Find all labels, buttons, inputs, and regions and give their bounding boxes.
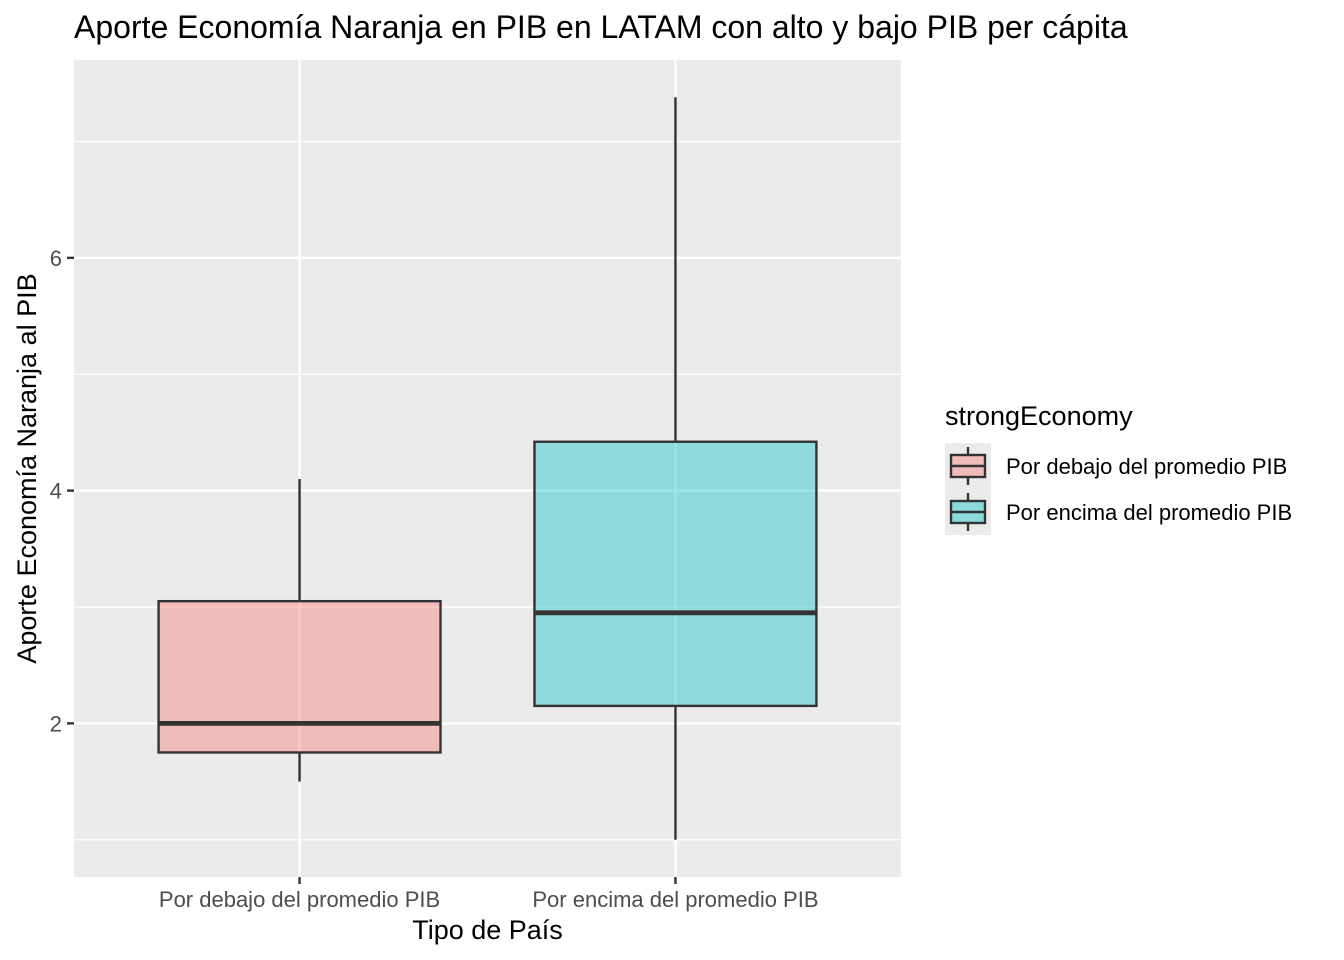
x-tick-label: Por debajo del promedio PIB [159, 887, 440, 912]
axes: 2 4 6 Por debajo del promedio PIB Por encima… [50, 246, 819, 912]
x-tick-label: Por encima del promedio PIB [532, 887, 818, 912]
box-2 [533, 97, 818, 840]
x-axis-title: Tipo de País [412, 915, 563, 945]
plot-panel [74, 60, 901, 877]
box-iqr [533, 440, 818, 708]
legend-item: Por encima del promedio PIB [945, 489, 1292, 535]
legend: strongEconomy Por debajo del promedio PI… [945, 401, 1292, 535]
boxes [157, 97, 818, 840]
y-tick-label: 6 [50, 246, 62, 271]
y-tick-label: 4 [50, 479, 62, 504]
y-tick-label: 2 [50, 711, 62, 736]
legend-item: Por debajo del promedio PIB [945, 443, 1287, 489]
box-1 [157, 478, 442, 782]
chart-title: Aporte Economía Naranja en PIB en LATAM … [74, 9, 1128, 45]
y-axis-title: Aporte Economía Naranja al PIB [12, 273, 42, 663]
box-iqr [157, 599, 442, 754]
legend-label: Por encima del promedio PIB [1006, 500, 1292, 525]
legend-title: strongEconomy [945, 401, 1133, 431]
legend-label: Por debajo del promedio PIB [1006, 454, 1287, 479]
